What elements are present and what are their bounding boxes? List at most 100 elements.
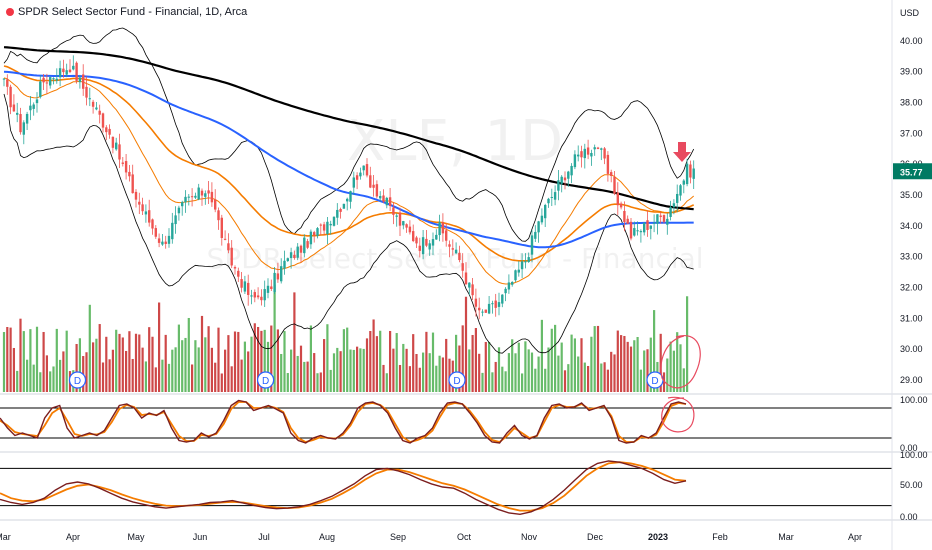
candle-body [478, 307, 481, 311]
volume-bar [260, 330, 263, 392]
volume-bar [151, 336, 154, 392]
price-axis-tick: 40.00 [900, 36, 923, 46]
candle-body [537, 221, 540, 233]
candle-body [567, 171, 570, 179]
chart-title: SPDR Select Sector Fund - Financial, 1D,… [6, 6, 247, 18]
volume-bar [332, 353, 336, 392]
candle-body [501, 294, 504, 304]
price-axis-tick: 37.00 [900, 128, 923, 138]
candle-body [600, 148, 603, 150]
candle-body [458, 252, 461, 261]
volume-bar [108, 359, 111, 392]
candle [98, 104, 101, 124]
candle-body [32, 104, 35, 109]
volume-bar [148, 327, 151, 392]
candle-body [448, 244, 451, 247]
candle [352, 171, 355, 195]
volume-bar [494, 361, 497, 392]
candle-body [659, 215, 662, 217]
candle [256, 287, 260, 300]
candle-body [177, 207, 181, 214]
candle-body [293, 254, 296, 259]
candle [25, 111, 29, 130]
candle [570, 163, 573, 184]
volume-bar [524, 341, 527, 392]
candle [626, 215, 629, 224]
volume-bar [577, 356, 580, 392]
volume-bar [349, 349, 352, 392]
candle [131, 164, 134, 194]
volume-bar [425, 331, 428, 392]
time-axis-label: Dec [587, 532, 604, 542]
candle [511, 281, 514, 287]
candle-body [326, 221, 329, 235]
volume-bar [389, 330, 392, 392]
time-axis-label: Feb [712, 532, 728, 542]
volume-bar [481, 372, 484, 392]
volume-bar [643, 350, 646, 392]
market-status-icon [6, 8, 14, 16]
candle-body [438, 222, 441, 236]
volume-bar [626, 341, 629, 392]
candle-body [639, 231, 643, 233]
volume-bar [303, 361, 306, 392]
volume-bar [600, 363, 603, 392]
candle-body [280, 266, 283, 282]
time-axis-label: Mar [778, 532, 794, 542]
stochastic-k-line [0, 460, 687, 516]
volume-bar [35, 326, 39, 392]
candle-body [517, 269, 520, 273]
candle-body [164, 241, 167, 244]
candle [157, 233, 161, 248]
dividend-marker-circle [257, 371, 275, 389]
candle [293, 250, 296, 260]
volume-bar [686, 296, 689, 392]
candle [454, 242, 458, 255]
volume-bar [171, 349, 174, 392]
volume-bar [88, 304, 91, 392]
candle [679, 184, 682, 201]
candle-body [167, 235, 171, 244]
price-axis-currency: USD [900, 8, 920, 18]
volume-bar [679, 344, 682, 392]
candle [263, 280, 266, 308]
stochastic-k-line [0, 399, 687, 444]
price-axis-tick: 31.00 [900, 313, 923, 323]
candle-body [395, 215, 398, 217]
candle-body [679, 185, 682, 196]
candle [273, 267, 276, 295]
candle [2, 78, 6, 87]
candle [619, 201, 623, 210]
candle [339, 207, 342, 219]
candle-body [181, 202, 184, 207]
volume-bar [405, 348, 408, 392]
candle [616, 182, 619, 216]
candle-body [303, 237, 306, 254]
candle [204, 190, 207, 205]
candle [682, 179, 685, 194]
candle-body [306, 241, 309, 248]
price-axis[interactable]: USD40.0039.0038.0037.0036.0035.0034.0033… [893, 8, 932, 522]
candle [547, 197, 550, 208]
candle-body [336, 209, 339, 218]
candle [141, 197, 144, 216]
candle [111, 136, 115, 154]
volume-bar [16, 370, 19, 392]
volume-bar [247, 351, 250, 392]
time-axis[interactable]: Mar Apr May Jun Jul Aug Sep Oct Nov Dec 2023 Feb Mar… [0, 532, 862, 542]
candle-body [431, 239, 435, 246]
candle [58, 60, 62, 87]
volume-bar [379, 330, 382, 392]
volume-bar [362, 348, 365, 392]
candle [425, 230, 428, 248]
volume-bar [167, 363, 171, 392]
candle-body [98, 110, 101, 115]
candle-body [134, 191, 138, 200]
volume-bar [191, 364, 194, 392]
candle-body [6, 79, 9, 87]
candle [349, 190, 352, 209]
time-axis-label: Apr [66, 532, 80, 542]
down-arrow-icon [673, 142, 691, 162]
